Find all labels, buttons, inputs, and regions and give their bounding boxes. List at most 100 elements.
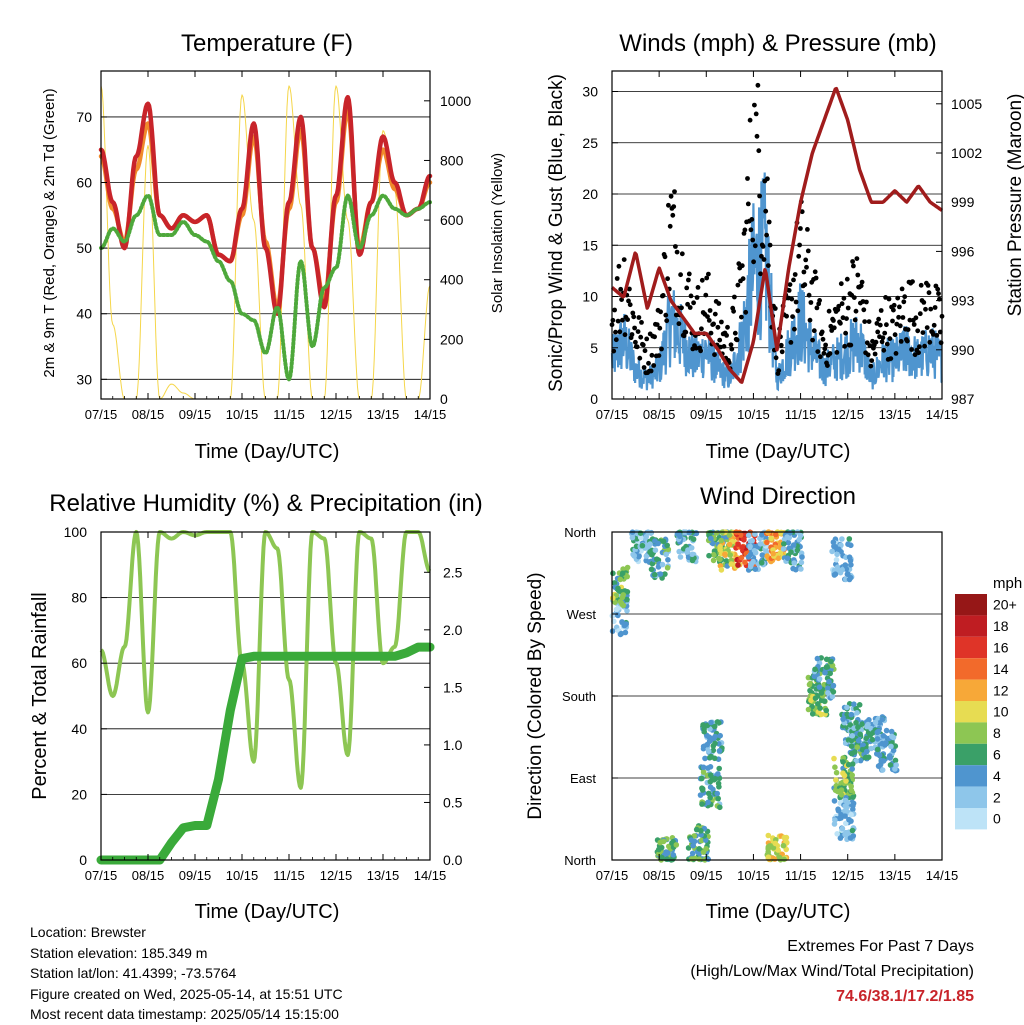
direction-point <box>615 585 621 592</box>
legend-swatch <box>955 658 987 680</box>
direction-point <box>707 794 713 801</box>
gust-point <box>825 363 830 368</box>
direction-point <box>624 596 630 603</box>
direction-point <box>716 555 722 562</box>
direction-point <box>748 560 755 567</box>
gust-point <box>916 350 921 356</box>
gust-point <box>807 317 813 323</box>
gust-point <box>639 320 644 325</box>
gust-point <box>641 365 647 370</box>
gust-point <box>632 325 637 331</box>
direction-point <box>883 740 889 746</box>
gust-point <box>757 193 762 199</box>
legend-label: 12 <box>993 682 1009 698</box>
direction-point <box>685 547 691 553</box>
wind-xtick-label: 09/15 <box>690 407 723 422</box>
gust-point <box>742 227 748 233</box>
gust-point <box>902 294 908 300</box>
gust-point <box>751 259 756 265</box>
rh-ytick-label: 80 <box>71 590 87 606</box>
gust-point <box>637 355 643 361</box>
direction-point <box>815 701 821 707</box>
direction-point <box>843 820 849 827</box>
gust-point <box>802 282 808 288</box>
direction-point <box>698 832 704 838</box>
legend-swatch <box>955 786 987 808</box>
direction-point <box>716 784 722 790</box>
direction-point <box>696 856 703 862</box>
gust-point <box>838 320 843 326</box>
direction-point <box>758 560 765 566</box>
direction-point <box>752 531 758 537</box>
rh-rtick-label: 1.0 <box>443 737 463 753</box>
direction-point <box>698 837 705 844</box>
direction-point <box>752 549 759 556</box>
gust-point <box>836 303 842 309</box>
direction-point <box>617 631 624 638</box>
rh-rtick-label: 0.5 <box>443 794 463 810</box>
gust-point <box>932 305 938 310</box>
direction-point <box>699 775 705 782</box>
direction-point <box>728 561 735 567</box>
gust-point <box>844 276 850 282</box>
gust-point <box>876 316 881 322</box>
dir-xtick-label: 11/15 <box>785 868 817 883</box>
direction-point <box>854 710 860 716</box>
extremes-values: 74.6/38.1/17.2/1.85 <box>836 988 974 1005</box>
direction-point <box>889 733 895 740</box>
gust-point <box>851 295 857 300</box>
direction-point <box>748 551 754 558</box>
temp-xtick-label: 10/15 <box>226 407 259 422</box>
gust-point <box>812 269 818 275</box>
gust-point <box>904 338 910 344</box>
gust-point <box>739 314 744 320</box>
direction-point <box>717 804 723 811</box>
gust-point <box>815 349 821 354</box>
gust-point <box>821 350 827 356</box>
direction-point <box>690 842 696 849</box>
direction-point <box>620 592 627 598</box>
wind-xtick-label: 11/15 <box>785 407 817 422</box>
direction-point <box>777 549 784 556</box>
direction-point <box>656 846 662 853</box>
direction-point <box>830 689 837 695</box>
gust-point <box>831 325 837 331</box>
direction-point <box>664 856 670 862</box>
direction-point <box>689 850 696 857</box>
direction-point <box>816 684 823 690</box>
gust-point <box>615 318 621 324</box>
gust-point <box>915 328 921 334</box>
direction-point <box>832 817 838 823</box>
direction-point <box>874 736 881 742</box>
gust-point <box>898 339 904 344</box>
direction-point <box>835 806 841 812</box>
gust-point <box>877 322 883 328</box>
direction-point <box>714 790 720 797</box>
direction-point <box>834 551 840 558</box>
gust-point <box>797 242 802 248</box>
direction-point <box>706 552 712 559</box>
direction-panel: Wind Direction Time (Day/UTC) Direction … <box>525 483 1022 923</box>
gust-point <box>911 322 917 327</box>
humidity-xlabel: Time (Day/UTC) <box>195 901 340 923</box>
gust-point <box>798 226 803 231</box>
direction-point <box>829 693 836 700</box>
direction-point <box>838 792 845 798</box>
gust-point <box>862 319 868 324</box>
direction-point <box>840 716 846 722</box>
gust-point <box>679 305 684 311</box>
gust-point <box>625 317 630 322</box>
gust-point <box>886 296 892 302</box>
direction-title: Wind Direction <box>700 483 856 510</box>
wind-rtick-label: 999 <box>951 194 975 210</box>
direction-point <box>619 570 626 577</box>
gust-point <box>805 248 811 254</box>
direction-point <box>872 719 879 726</box>
gust-point <box>629 332 635 337</box>
direction-point <box>718 567 725 573</box>
direction-point <box>823 707 830 714</box>
direction-point <box>718 537 724 544</box>
gust-point <box>922 343 927 349</box>
gust-point <box>678 272 683 278</box>
gust-point <box>634 344 640 350</box>
